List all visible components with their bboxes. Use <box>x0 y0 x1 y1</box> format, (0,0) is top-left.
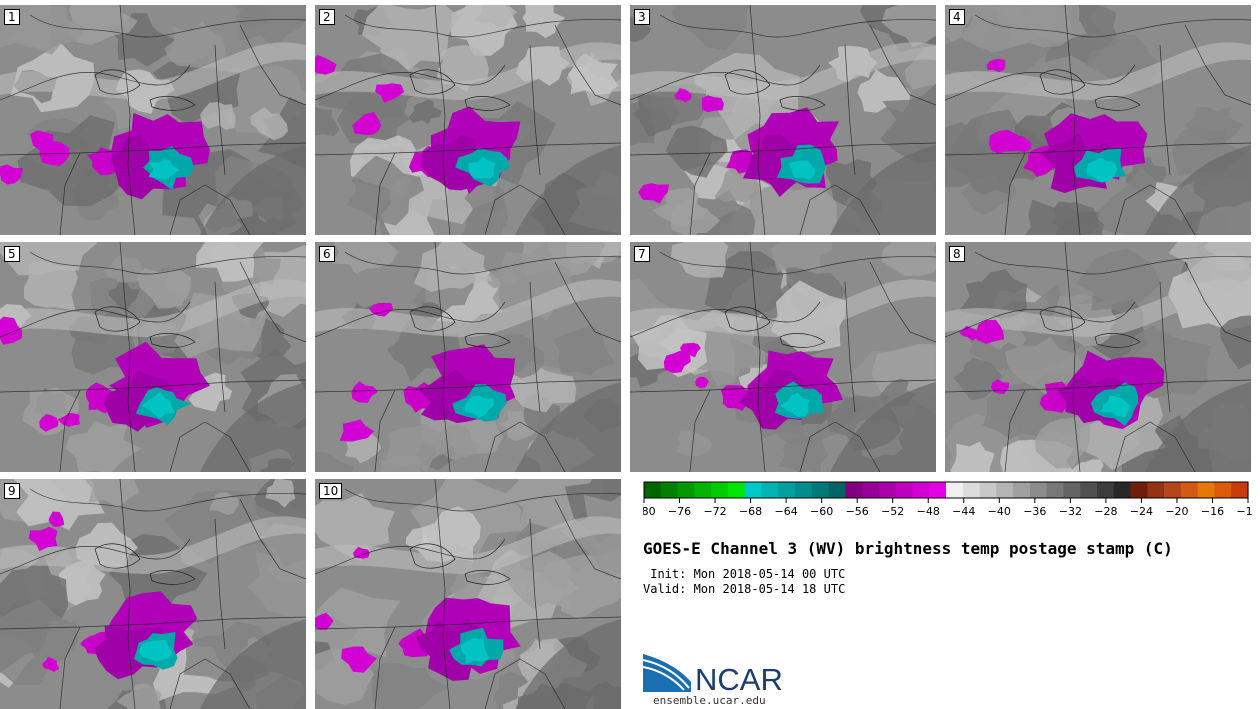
colorbar-swatch <box>1164 482 1182 498</box>
colorbar-tick-label: −28 <box>1094 505 1117 518</box>
colorbar-swatch <box>778 482 796 498</box>
panel-number: 1 <box>4 9 20 25</box>
colorbar-swatch <box>1013 482 1031 498</box>
colorbar-swatch <box>1180 482 1199 498</box>
colorbar-tick-label: −40 <box>988 505 1011 518</box>
wv-imagery-map <box>630 242 936 472</box>
colorbar-tick-label: −60 <box>810 505 833 518</box>
panel-number: 6 <box>319 246 335 262</box>
colorbar-swatch <box>828 482 846 498</box>
colorbar-swatch <box>660 482 679 498</box>
colorbar-swatch <box>1197 482 1216 498</box>
wv-imagery-map <box>945 242 1251 472</box>
colorbar-swatch <box>1214 482 1232 498</box>
init-time: Init: Mon 2018-05-14 00 UTC <box>643 567 846 581</box>
colorbar-tick-label: −64 <box>775 505 798 518</box>
colorbar-swatch <box>694 482 712 498</box>
ncar-logo-text: NCAR <box>695 662 783 694</box>
stamp-panel-9: 9 <box>0 479 306 709</box>
panel-number: 2 <box>319 9 335 25</box>
wv-imagery-map <box>0 242 306 472</box>
colorbar-swatch <box>996 482 1014 498</box>
colorbar-swatch <box>1097 482 1115 498</box>
colorbar-swatch <box>795 482 813 498</box>
panel-number: 3 <box>634 9 650 25</box>
wv-imagery-map <box>945 5 1251 235</box>
colorbar-tick-label: −16 <box>1201 505 1224 518</box>
colorbar-swatch <box>711 482 729 498</box>
colorbar-swatch <box>1130 482 1148 498</box>
stamp-panel-7: 7 <box>630 242 936 472</box>
panel-number: 7 <box>634 246 650 262</box>
colorbar-swatch <box>1046 482 1065 498</box>
panel-number: 10 <box>319 483 343 499</box>
wv-imagery-map <box>315 5 621 235</box>
wv-imagery-map <box>630 5 936 235</box>
stamp-panel-1: 1 <box>0 5 306 235</box>
panel-number: 5 <box>4 246 20 262</box>
colorbar-swatch <box>1113 482 1132 498</box>
colorbar-tick-label: −80 <box>643 505 656 518</box>
ncar-logo: NCAR <box>643 654 783 694</box>
colorbar-tick-label: −36 <box>1023 505 1046 518</box>
colorbar: −80−76−72−68−64−60−56−52−48−44−40−36−32−… <box>643 481 1253 518</box>
colorbar-swatch <box>761 482 779 498</box>
stamp-panel-8: 8 <box>945 242 1251 472</box>
wv-imagery-map <box>0 5 306 235</box>
valid-time: Valid: Mon 2018-05-14 18 UTC <box>643 582 846 596</box>
panel-number: 4 <box>949 9 965 25</box>
stamp-panel-5: 5 <box>0 242 306 472</box>
wv-imagery-map <box>315 242 621 472</box>
panel-number: 8 <box>949 246 965 262</box>
colorbar-swatch <box>811 482 830 498</box>
colorbar-tick-label: −72 <box>703 505 726 518</box>
colorbar-swatch <box>929 482 947 498</box>
colorbar-swatch <box>744 482 763 498</box>
colorbar-swatch <box>1080 482 1098 498</box>
colorbar-swatch <box>979 482 997 498</box>
colorbar-swatch <box>677 482 695 498</box>
colorbar-swatch <box>962 482 981 498</box>
site-url: ensemble.ucar.edu <box>653 694 766 707</box>
colorbar-swatch <box>878 482 897 498</box>
colorbar-swatch <box>1147 482 1165 498</box>
colorbar-swatch <box>862 482 880 498</box>
stamp-panel-4: 4 <box>945 5 1251 235</box>
colorbar-swatch <box>895 482 914 498</box>
colorbar-tick-label: −12 <box>1236 505 1253 518</box>
colorbar-tick-label: −44 <box>952 505 975 518</box>
stamp-panel-2: 2 <box>315 5 621 235</box>
colorbar-swatch <box>727 482 746 498</box>
colorbar-border <box>643 481 1249 499</box>
colorbar-tick-label: −32 <box>1059 505 1082 518</box>
wv-imagery-map <box>315 479 621 709</box>
colorbar-swatch <box>1063 482 1081 498</box>
stamp-panel-6: 6 <box>315 242 621 472</box>
colorbar-tick-label: −52 <box>881 505 904 518</box>
colorbar-tick-label: −24 <box>1130 505 1153 518</box>
colorbar-tick-label: −68 <box>739 505 762 518</box>
wv-imagery-map <box>0 479 306 709</box>
colorbar-swatch <box>1029 482 1048 498</box>
colorbar-swatch <box>1231 482 1249 498</box>
panel-number: 9 <box>4 483 20 499</box>
colorbar-swatch <box>912 482 930 498</box>
colorbar-tick-label: −20 <box>1165 505 1188 518</box>
colorbar-swatch <box>946 482 964 498</box>
colorbar-swatch <box>644 482 662 498</box>
colorbar-tick-label: −48 <box>917 505 940 518</box>
colorbar-swatch <box>845 482 863 498</box>
page-title: GOES-E Channel 3 (WV) brightness temp po… <box>643 539 1173 558</box>
colorbar-tick-label: −56 <box>846 505 869 518</box>
stamp-panel-3: 3 <box>630 5 936 235</box>
colorbar-tick-label: −76 <box>668 505 691 518</box>
stamp-panel-10: 10 <box>315 479 621 709</box>
